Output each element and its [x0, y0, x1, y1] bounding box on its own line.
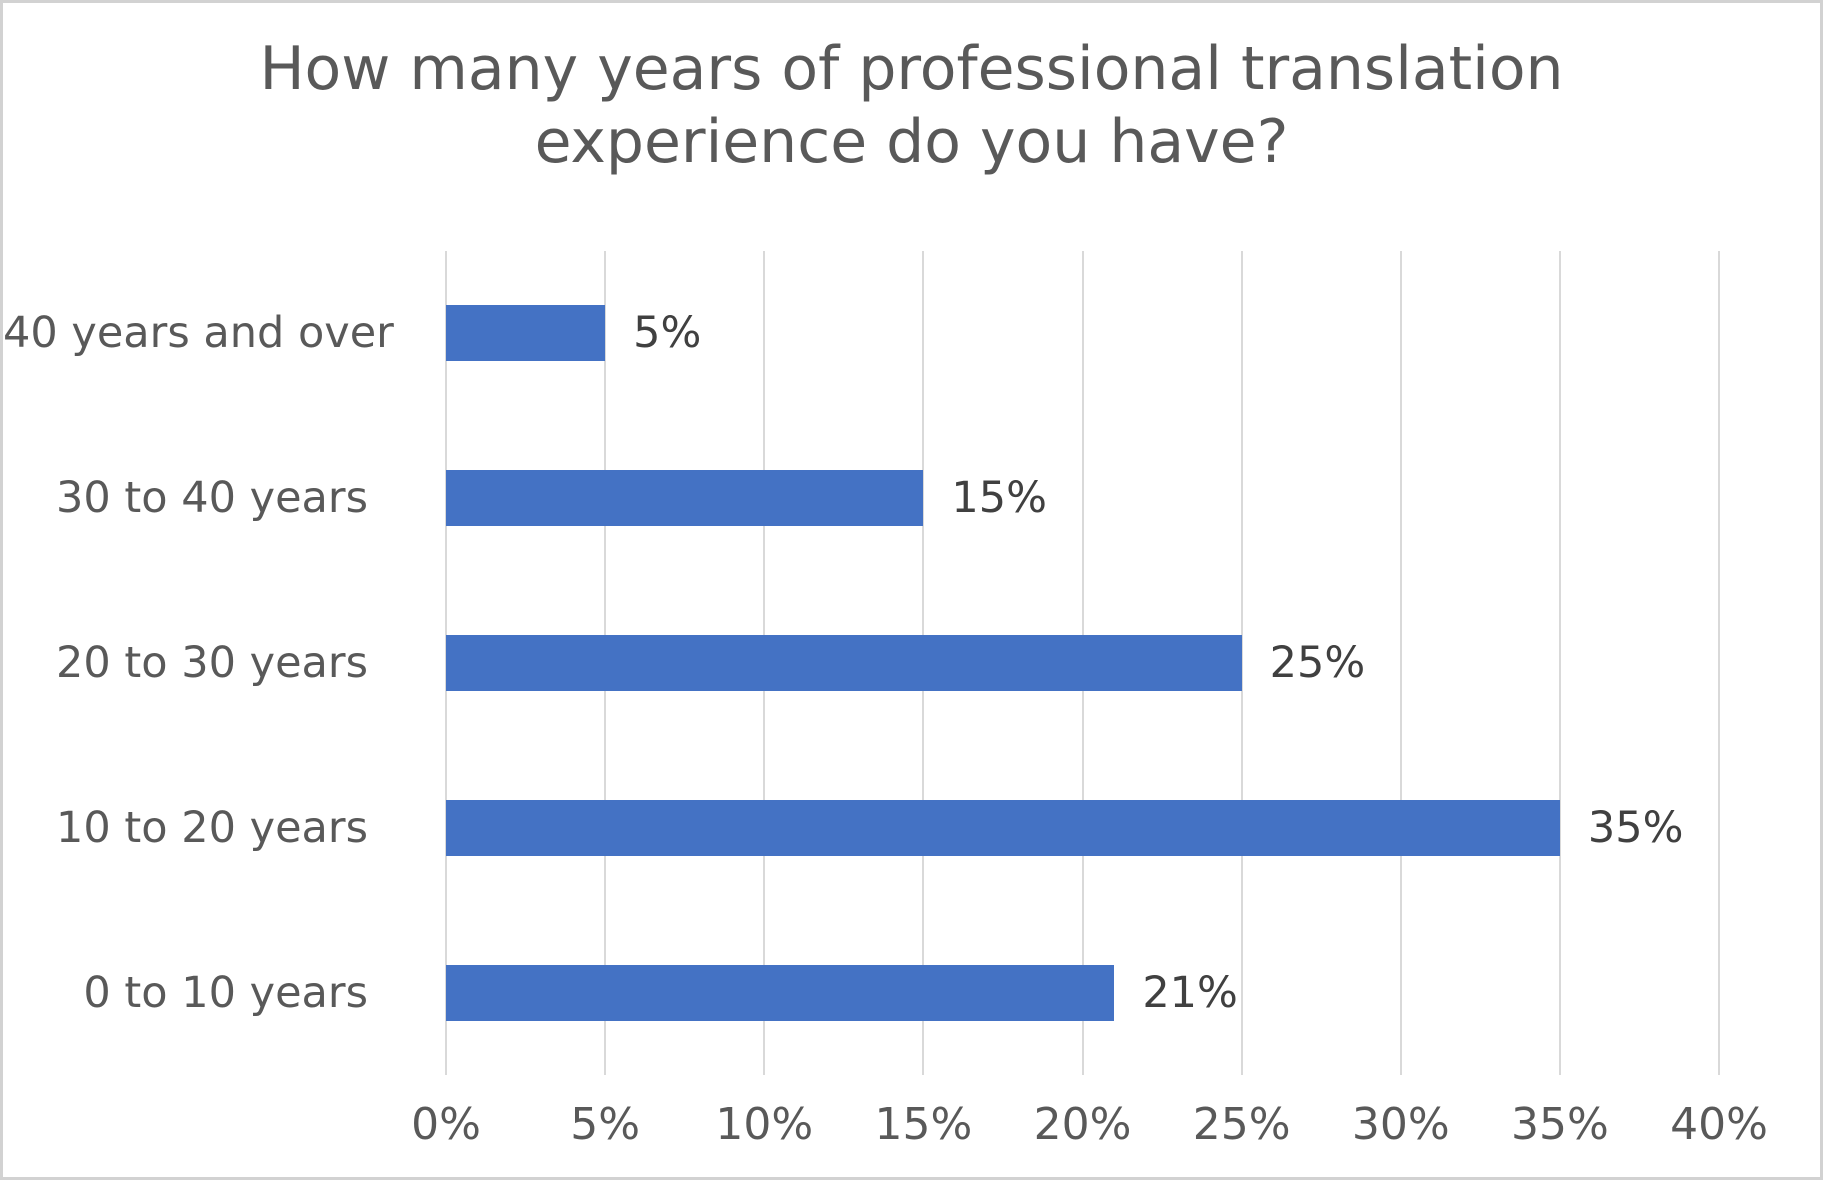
plot-area: 40 years and over 5% 30 to 40 years 15% 20 t… [3, 251, 1719, 1075]
bar-track: 25% [446, 581, 1719, 746]
chart-title: How many years of professional translati… [259, 34, 1564, 178]
bar [446, 634, 1242, 691]
x-tick-label: 15% [874, 1099, 973, 1150]
bar-row: 0 to 10 years 21% [3, 910, 1719, 1075]
bar-row: 20 to 30 years 25% [3, 581, 1719, 746]
category-label: 40 years and over [3, 308, 394, 359]
x-tick-label: 5% [570, 1099, 641, 1150]
x-axis: 0% 5% 10% 15% 20% 25% 30% 35% 40% [411, 1099, 1768, 1159]
data-label: 5% [633, 308, 702, 359]
x-tick-label: 10% [715, 1099, 814, 1150]
x-tick-label: 20% [1033, 1099, 1132, 1150]
bar [446, 470, 924, 527]
x-tick-label: 25% [1192, 1099, 1291, 1150]
bar-track: 5% [446, 251, 1719, 416]
x-tick-label: 30% [1351, 1099, 1450, 1150]
bar-row: 10 to 20 years 35% [3, 745, 1719, 910]
data-label: 25% [1269, 637, 1366, 688]
x-tick-label: 0% [411, 1099, 481, 1150]
category-label: 20 to 30 years [56, 637, 368, 688]
bar-track: 21% [446, 910, 1719, 1075]
x-tick-label: 40% [1670, 1099, 1768, 1150]
bar [446, 964, 1115, 1021]
bar [446, 799, 1560, 856]
bar-row: 40 years and over 5% [3, 251, 1719, 416]
data-label: 21% [1142, 967, 1238, 1018]
bar [446, 305, 606, 362]
bar-track: 15% [446, 416, 1719, 581]
data-label: 35% [1587, 802, 1684, 853]
category-label: 10 to 20 years [56, 802, 368, 853]
category-label: 0 to 10 years [83, 967, 368, 1018]
x-tick-label: 35% [1510, 1099, 1609, 1150]
category-label: 30 to 40 years [56, 473, 368, 524]
bar-track: 35% [446, 745, 1719, 910]
bar-row: 30 to 40 years 15% [3, 416, 1719, 581]
data-label: 15% [951, 473, 1047, 524]
